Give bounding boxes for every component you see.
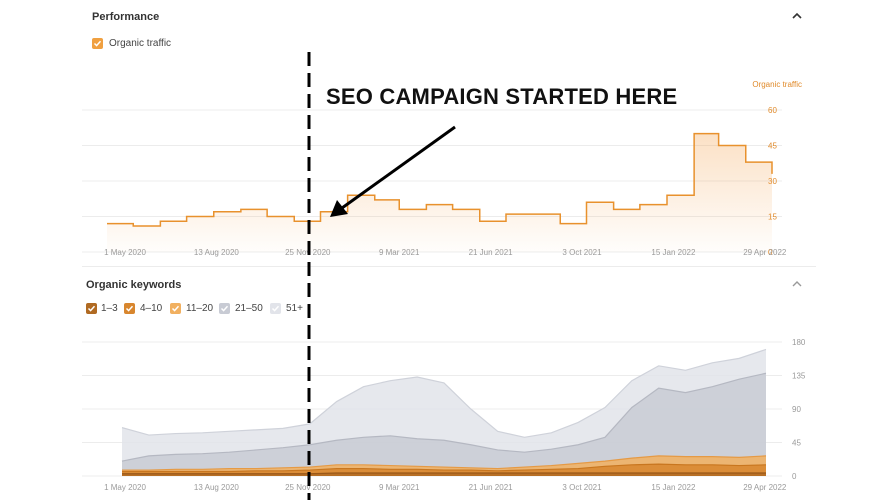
checkmark-icon <box>171 305 180 312</box>
x-tick-label: 1 May 2020 <box>104 483 146 492</box>
x-tick-label: 25 Nov 2020 <box>285 483 331 492</box>
y-tick-label: 0 <box>768 248 773 257</box>
organic-keywords-chart: 180 135 90 45 0 1 May 2020 13 Aug 2020 25 Nov 2… <box>82 338 806 492</box>
keyword-series-line <box>121 348 767 438</box>
x-tick-label: 13 Aug 2020 <box>194 248 239 257</box>
organic-traffic-area <box>107 133 772 252</box>
y-tick-label: 30 <box>768 177 777 186</box>
performance-title: Performance <box>92 11 160 23</box>
y-axis-title: Organic traffic <box>752 80 802 89</box>
x-tick-label: 1 May 2020 <box>104 248 146 257</box>
keyword-range-checkbox[interactable] <box>270 303 281 314</box>
x-tick-label: 9 Mar 2021 <box>379 248 420 257</box>
organic-traffic-checkbox[interactable] <box>92 38 103 49</box>
y-tick-label: 90 <box>792 405 801 414</box>
x-tick-label: 3 Oct 2021 <box>562 483 602 492</box>
keyword-range-checkbox[interactable] <box>86 303 97 314</box>
keyword-series-line <box>122 463 767 473</box>
campaign-annotation-text: SEO CAMPAIGN STARTED HERE <box>326 84 678 109</box>
keyword-range-checkbox[interactable] <box>124 303 135 314</box>
checkmark-icon <box>93 40 102 47</box>
y-tick-label: 45 <box>792 439 801 448</box>
section-divider <box>82 266 816 267</box>
keyword-range-legend-label: 1–3 <box>101 303 118 314</box>
x-tick-label: 15 Jan 2022 <box>651 248 696 257</box>
x-tick-label: 15 Jan 2022 <box>651 483 696 492</box>
checkmark-icon <box>220 305 229 312</box>
x-tick-label: 3 Oct 2021 <box>562 248 602 257</box>
checkmark-icon <box>87 305 96 312</box>
keyword-range-legend-label: 51+ <box>286 303 303 314</box>
y-tick-label: 135 <box>792 372 806 381</box>
x-tick-label: 21 Jun 2021 <box>469 248 514 257</box>
y-tick-label: 45 <box>768 142 777 151</box>
keyword-series-line <box>122 472 766 475</box>
keyword-series-area <box>122 373 766 476</box>
y-tick-label: 15 <box>768 213 777 222</box>
y-tick-label: 0 <box>792 472 797 481</box>
x-tick-label: 21 Jun 2021 <box>469 483 514 492</box>
checkmark-icon <box>271 305 280 312</box>
keyword-series-line <box>121 372 767 462</box>
collapse-performance-chevron-up-icon[interactable] <box>790 10 804 22</box>
checkmark-icon <box>125 305 134 312</box>
keyword-range-legend-label: 4–10 <box>140 303 163 314</box>
keyword-range-legend-label: 11–20 <box>186 303 214 314</box>
x-tick-label: 13 Aug 2020 <box>194 483 239 492</box>
x-tick-label: 29 Apr 2022 <box>743 248 787 257</box>
x-tick-label: 9 Mar 2021 <box>379 483 420 492</box>
keyword-series-line <box>122 455 767 471</box>
organic-traffic-legend-label: Organic traffic <box>109 38 172 49</box>
organic-keywords-title: Organic keywords <box>86 279 182 291</box>
y-tick-label: 180 <box>792 338 806 347</box>
x-tick-label: 29 Apr 2022 <box>743 483 787 492</box>
collapse-keywords-chevron-up-icon[interactable] <box>790 278 804 290</box>
keyword-range-checkbox[interactable] <box>170 303 181 314</box>
keyword-range-legend-label: 21–50 <box>235 303 263 314</box>
organic-traffic-chart: 60 45 30 15 0 Organic traffic 1 May 2020 13 Aug… <box>82 80 802 257</box>
y-tick-label: 60 <box>768 106 777 115</box>
keyword-range-checkbox[interactable] <box>219 303 230 314</box>
